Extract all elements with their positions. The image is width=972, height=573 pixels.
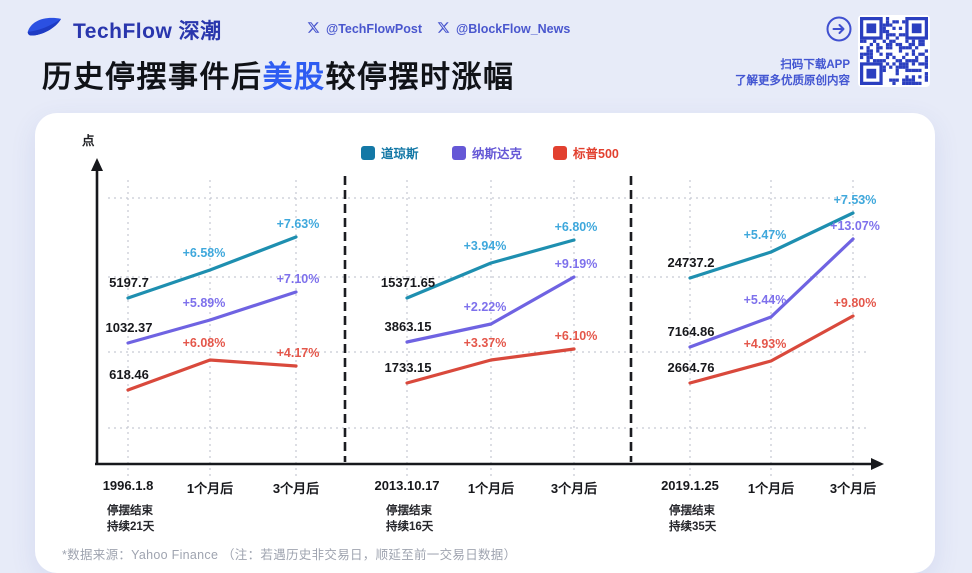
download-line1: 扫码下载APP [780, 59, 850, 71]
arrow-right-circle-icon[interactable] [826, 16, 852, 47]
x-logo-icon [437, 21, 450, 37]
legend-swatch-nasdaq [452, 145, 466, 160]
download-line2: 了解更多优质原创内容 [735, 75, 850, 87]
x-handle-techflowpost[interactable]: @TechFlowPost [307, 21, 422, 37]
x-logo-icon [307, 21, 320, 37]
techflow-logo-icon [24, 14, 64, 45]
x-handle-label: @TechFlowPost [326, 22, 422, 36]
legend-label: 纳斯达克 [472, 147, 523, 161]
title-highlight: 美股 [262, 61, 326, 94]
x-handle-blockflownews[interactable]: @BlockFlow_News [437, 21, 570, 37]
title-pre: 历史停摆事件后 [42, 61, 263, 94]
title-post: 较停摆时涨幅 [325, 61, 515, 94]
page-title: 历史停摆事件后美股较停摆时涨幅 [42, 52, 515, 96]
legend-item-dowjones: 道琼斯 [361, 143, 419, 162]
legend-swatch-dowjones [361, 145, 375, 160]
x-handle-label: @BlockFlow_News [456, 22, 571, 36]
qr-code [858, 15, 930, 87]
legend-swatch-sp500 [553, 145, 567, 160]
legend-label: 道琼斯 [381, 147, 419, 161]
y-axis-unit-label: 点 [82, 134, 95, 148]
download-caption: 扫码下载APP 了解更多优质原创内容 [735, 57, 850, 89]
data-source-footnote: *数据来源：Yahoo Finance （注：若遇历史非交易日，顺延至前一交易日… [62, 548, 517, 562]
legend-item-nasdaq: 纳斯达克 [452, 143, 522, 162]
brand: TechFlow 深潮 [24, 14, 222, 45]
chart-card [35, 113, 935, 573]
brand-name: TechFlow 深潮 [73, 19, 222, 43]
legend-label: 标普500 [573, 147, 619, 161]
legend-item-sp500: 标普500 [553, 143, 619, 162]
